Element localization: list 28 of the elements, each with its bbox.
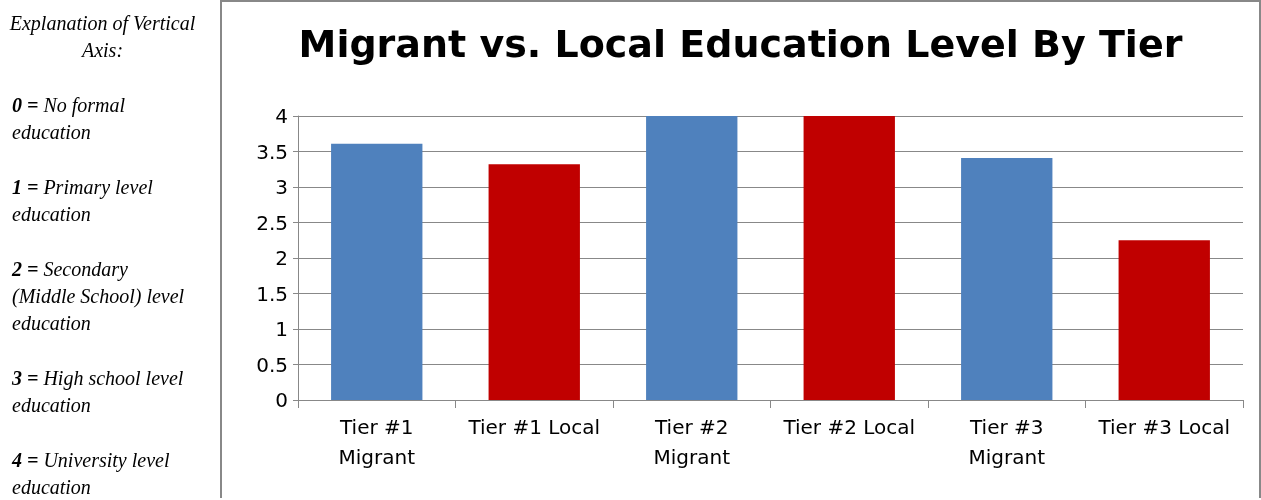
y-tick-label: 2 [275,246,288,270]
y-tick-label: 0.5 [256,352,288,377]
text: 3 = High school level education [12,366,185,418]
y-tick-label: 4 [275,104,288,128]
x-tick-label: Tier #2 Migrant [653,415,731,469]
x-tick-label: Tier #2 Local [782,415,916,439]
text: Explanation of Vertical Axis: [8,11,197,63]
bar [488,164,580,400]
x-tick-label: Tier #1 Migrant [338,415,416,469]
x-tick-label: Tier #3 Local [1097,415,1231,439]
text: 2 = Secondary (Middle School) level education [12,257,186,336]
y-tick-label: 3 [275,175,288,199]
text: 1 = Primary level education [12,175,154,227]
y-tick-label: 3.5 [256,139,288,164]
x-tick-label: Tier #1 Local [467,415,601,439]
bar [331,143,423,400]
y-tick-label: 0 [275,388,288,412]
text: 4 = University level education [12,448,171,500]
bar [803,116,895,400]
chart-title: Migrant vs. Local Education Level By Tier [298,22,1183,66]
y-tick-label: 1.5 [256,281,288,306]
bar [646,116,738,400]
bar [1118,240,1210,400]
text: 0 = No formal education [12,93,127,145]
x-tick-label: Tier #3 Migrant [968,415,1046,469]
y-tick-label: 2.5 [256,210,288,235]
bar [961,157,1053,400]
y-tick-label: 1 [275,317,288,341]
